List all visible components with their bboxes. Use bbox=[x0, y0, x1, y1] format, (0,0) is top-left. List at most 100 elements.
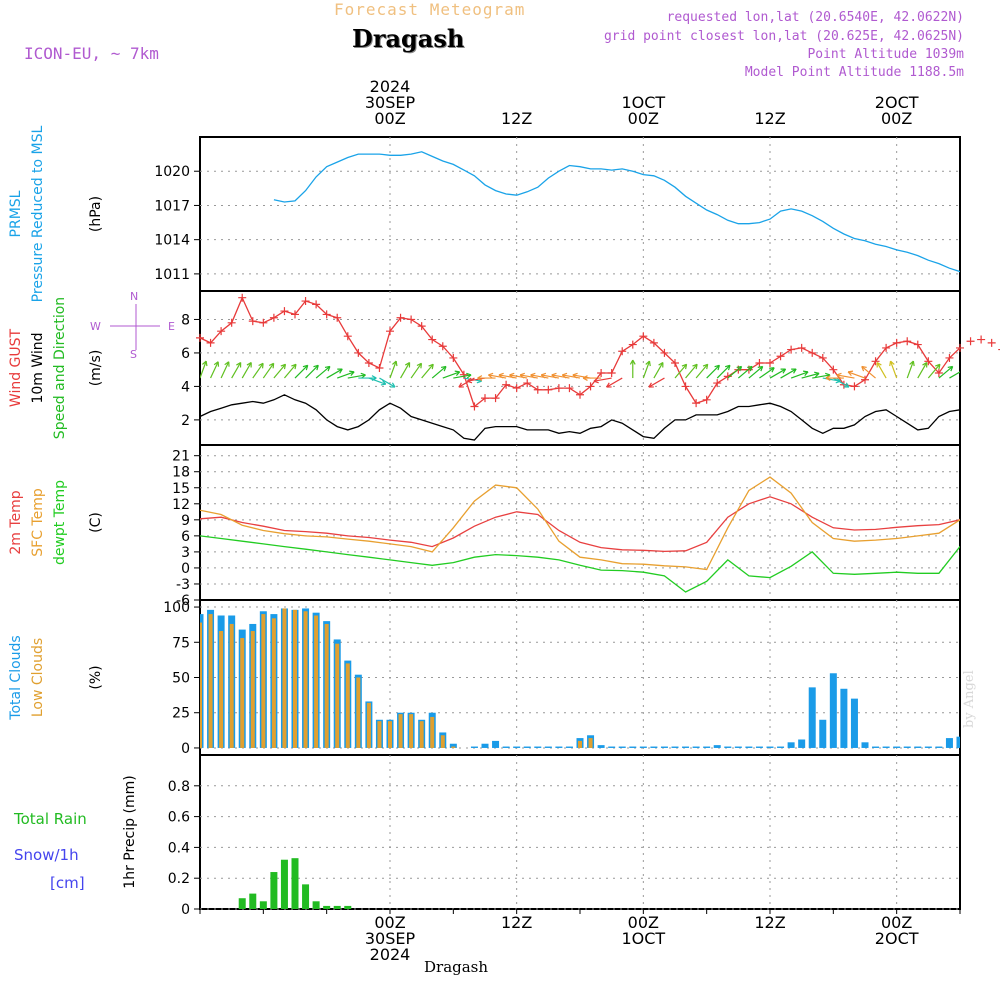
footer-location: Dragash bbox=[424, 958, 489, 976]
gust-marker bbox=[227, 318, 236, 327]
wind-direction-arrow bbox=[716, 364, 731, 379]
cloud-bar-low bbox=[419, 721, 424, 748]
gust-marker bbox=[829, 365, 838, 374]
wind-direction-arrow bbox=[685, 363, 698, 379]
y-tick-label: 9 bbox=[181, 513, 190, 529]
bottom-time-label: 2024 bbox=[370, 945, 411, 964]
cloud-bar-low bbox=[409, 714, 414, 748]
rain-bar bbox=[259, 901, 267, 909]
wind-direction-arrow bbox=[648, 377, 665, 388]
cloud-bar-low bbox=[345, 663, 350, 748]
wind-arrow-head bbox=[440, 365, 447, 372]
cloud-bar-low bbox=[293, 609, 297, 748]
gust-marker bbox=[913, 340, 922, 349]
gust-marker bbox=[291, 310, 299, 319]
wind-arrow-head bbox=[681, 363, 688, 370]
y-tick-label: 0.8 bbox=[168, 779, 190, 795]
top-time-label: 1OCT bbox=[621, 93, 665, 112]
rain-bar bbox=[323, 905, 331, 909]
cloud-bar-total bbox=[523, 746, 531, 748]
cloud-bar-total bbox=[882, 746, 890, 748]
y-tick-label: 15 bbox=[172, 481, 190, 497]
wind-direction-arrow bbox=[927, 363, 941, 379]
cloud-bar-total bbox=[988, 692, 995, 748]
gust-marker bbox=[544, 385, 553, 394]
rain-bar bbox=[249, 893, 257, 909]
cloud-bar-total bbox=[755, 746, 763, 748]
wind-arrow-head bbox=[458, 382, 464, 388]
wind-direction-arrow bbox=[737, 366, 753, 379]
cloud-bar-low bbox=[366, 702, 371, 748]
wind-direction-arrow bbox=[273, 363, 286, 379]
wind-arrow-head bbox=[280, 363, 287, 370]
wind-direction-arrow bbox=[790, 371, 809, 379]
wind-direction-arrow bbox=[305, 364, 319, 379]
cloud-bar-total bbox=[513, 746, 521, 748]
wind-arrow-head bbox=[861, 365, 867, 372]
gust-marker bbox=[808, 348, 817, 357]
gust-marker bbox=[892, 338, 901, 347]
gust-marker bbox=[354, 348, 363, 357]
axis-label: Pressure Reduced to MSL bbox=[30, 125, 46, 302]
gust-marker bbox=[459, 370, 468, 379]
wind-arrow-head bbox=[847, 370, 854, 377]
wind-direction-arrow bbox=[748, 366, 764, 379]
cloud-bar-total bbox=[470, 746, 478, 748]
series-line-t2m bbox=[200, 496, 960, 553]
wind-arrow-head bbox=[582, 375, 588, 381]
wind-arrow-head bbox=[769, 367, 775, 373]
gust-marker bbox=[238, 293, 247, 302]
gust-marker bbox=[523, 379, 532, 388]
wind-arrow-head bbox=[825, 375, 831, 381]
gust-marker bbox=[301, 297, 310, 306]
y-tick-label: 18 bbox=[172, 465, 190, 481]
wind-arrow-head bbox=[648, 382, 654, 388]
wind-direction-arrow bbox=[431, 366, 447, 379]
wind-direction-arrow bbox=[642, 360, 651, 379]
wind-arrow-head bbox=[561, 372, 568, 379]
wind-arrow-head bbox=[593, 377, 599, 384]
wind-arrow-head bbox=[658, 361, 664, 368]
top-time-label: 12Z bbox=[754, 109, 785, 128]
bottom-time-label: 30SEP bbox=[365, 929, 416, 948]
top-time-label: 30SEP bbox=[365, 93, 416, 112]
y-tick-label: 3 bbox=[181, 545, 190, 561]
snow-unit-label: [cm] bbox=[50, 874, 85, 892]
top-time-label: 12Z bbox=[501, 109, 532, 128]
wind-arrow-head bbox=[935, 363, 941, 370]
wind-direction-arrow bbox=[780, 368, 797, 379]
cloud-bar-total bbox=[639, 746, 647, 748]
axis-label: Speed and Direction bbox=[52, 297, 68, 439]
cloud-bar-total bbox=[544, 746, 552, 748]
cloud-bar-low bbox=[324, 623, 329, 748]
gust-marker bbox=[554, 384, 563, 393]
rain-bar bbox=[280, 859, 288, 909]
wind-arrow-head bbox=[889, 360, 895, 367]
gust-marker bbox=[259, 318, 268, 327]
wind-arrow-head bbox=[392, 360, 398, 367]
y-tick-label: 0 bbox=[181, 741, 190, 757]
wind-arrow-head bbox=[540, 372, 547, 379]
compass-s: S bbox=[130, 348, 137, 361]
cloud-bar-total bbox=[850, 698, 858, 748]
wind-direction-arrow bbox=[949, 371, 960, 379]
wind-direction-arrow bbox=[727, 366, 742, 379]
cloud-bar-low bbox=[303, 611, 308, 748]
axis-label: 10m Wind bbox=[30, 332, 46, 403]
cloud-bar-total bbox=[629, 746, 637, 748]
gust-marker bbox=[987, 338, 996, 347]
cloud-bar-low bbox=[430, 716, 435, 748]
axis-label: Low Clouds bbox=[30, 638, 46, 717]
wind-arrow-head bbox=[629, 359, 636, 365]
wind-arrow-head bbox=[428, 363, 434, 370]
gust-marker bbox=[597, 369, 606, 378]
wind-direction-arrow bbox=[210, 361, 219, 379]
cloud-bar-total bbox=[798, 739, 806, 748]
panel-frame-precip bbox=[199, 754, 961, 910]
series-line-sfc bbox=[200, 476, 960, 571]
gust-marker bbox=[491, 394, 500, 403]
gust-marker bbox=[607, 369, 616, 378]
gust-marker bbox=[934, 369, 943, 378]
wind-arrow-head bbox=[466, 377, 473, 384]
cloud-bar-total bbox=[903, 746, 911, 748]
